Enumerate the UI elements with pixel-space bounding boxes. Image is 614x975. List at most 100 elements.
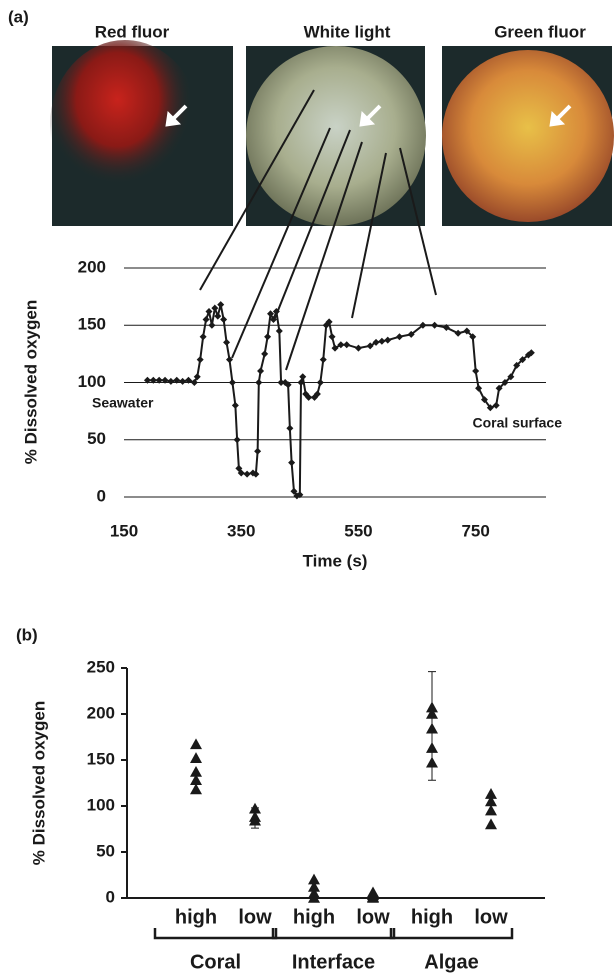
group-label: Interface [292, 951, 375, 973]
data-marker [277, 379, 285, 386]
y-tick-label: 100 [78, 372, 106, 391]
data-marker [469, 333, 477, 341]
data-point [190, 783, 202, 795]
data-point [426, 756, 438, 768]
data-marker [475, 384, 483, 392]
data-marker [501, 379, 509, 386]
y-tick-label: 150 [78, 315, 106, 334]
data-marker [205, 308, 213, 316]
data-marker [328, 333, 336, 341]
data-marker [519, 356, 527, 364]
data-marker [463, 327, 471, 335]
image-title: Red fluor [95, 22, 170, 41]
data-point [485, 818, 497, 830]
data-marker [155, 376, 163, 384]
x-tick-label: 550 [344, 521, 372, 540]
data-marker [228, 379, 236, 386]
data-point [249, 814, 261, 826]
data-marker [272, 308, 280, 316]
x-tick-label: 350 [227, 521, 255, 540]
data-marker [269, 316, 277, 324]
data-marker [261, 350, 269, 358]
data-point [426, 742, 438, 753]
data-marker [286, 424, 294, 432]
data-marker [454, 329, 462, 337]
data-marker [296, 491, 304, 499]
panel-label: (b) [16, 625, 38, 644]
data-marker [290, 487, 298, 495]
y-tick-label: 250 [87, 657, 115, 676]
data-marker [167, 377, 175, 385]
data-marker [226, 356, 233, 364]
x-tick-label: low [238, 906, 272, 928]
data-marker [527, 349, 535, 357]
data-marker [297, 379, 305, 386]
data-marker [220, 316, 228, 324]
data-point [308, 880, 320, 892]
data-marker [149, 376, 157, 384]
data-marker [161, 376, 169, 384]
data-marker [319, 356, 327, 364]
panel-label: (a) [8, 7, 29, 26]
data-marker [254, 447, 262, 455]
group-bracket [153, 928, 278, 940]
data-marker [255, 379, 263, 386]
data-marker [472, 367, 480, 375]
data-marker [252, 470, 260, 478]
data-marker [275, 327, 283, 335]
data-marker [237, 469, 245, 477]
data-point [485, 795, 497, 807]
data-marker [196, 356, 204, 364]
data-marker [431, 321, 439, 329]
annotation: Seawater [92, 395, 154, 411]
data-marker [495, 384, 503, 392]
y-tick-label: 200 [87, 703, 115, 722]
x-tick-label: high [175, 906, 217, 928]
data-point [249, 802, 261, 814]
data-marker [184, 376, 192, 384]
image-title: Green fluor [494, 22, 586, 41]
data-marker [395, 333, 403, 341]
arrows [165, 104, 572, 127]
data-point [308, 892, 320, 903]
data-marker [492, 401, 500, 409]
data-marker [267, 310, 275, 318]
data-point [190, 738, 202, 750]
red-glow [50, 40, 200, 210]
y-tick-label: 50 [96, 841, 115, 860]
x-tick-label: low [356, 906, 390, 928]
data-marker [284, 381, 292, 389]
data-point [485, 788, 497, 799]
data-marker [264, 333, 272, 341]
data-marker [325, 318, 333, 326]
data-marker [202, 316, 210, 324]
x-tick-label: high [411, 906, 453, 928]
data-marker [193, 373, 201, 381]
data-marker [343, 341, 351, 349]
data-marker [208, 321, 216, 329]
group-bracket [271, 928, 396, 940]
data-point [426, 701, 438, 713]
x-tick-label: 150 [110, 521, 138, 540]
data-marker [288, 459, 296, 467]
white-disc [246, 46, 426, 226]
data-marker [407, 330, 415, 338]
data-point [485, 804, 497, 816]
data-point [190, 774, 202, 786]
data-marker [442, 324, 450, 332]
data-marker [223, 338, 231, 346]
x-tick-label: low [474, 906, 508, 928]
data-marker [190, 379, 198, 386]
data-marker [354, 344, 362, 352]
group-label: Algae [424, 951, 478, 973]
data-marker [199, 333, 207, 341]
y-tick-label: 100 [87, 795, 115, 814]
x-axis-title: Time (s) [303, 551, 368, 570]
group-label: Coral [190, 951, 241, 973]
data-marker [299, 373, 307, 381]
data-marker [486, 404, 494, 412]
data-marker [513, 361, 521, 369]
data-marker [214, 312, 222, 320]
annotation: Coral surface [473, 415, 563, 431]
